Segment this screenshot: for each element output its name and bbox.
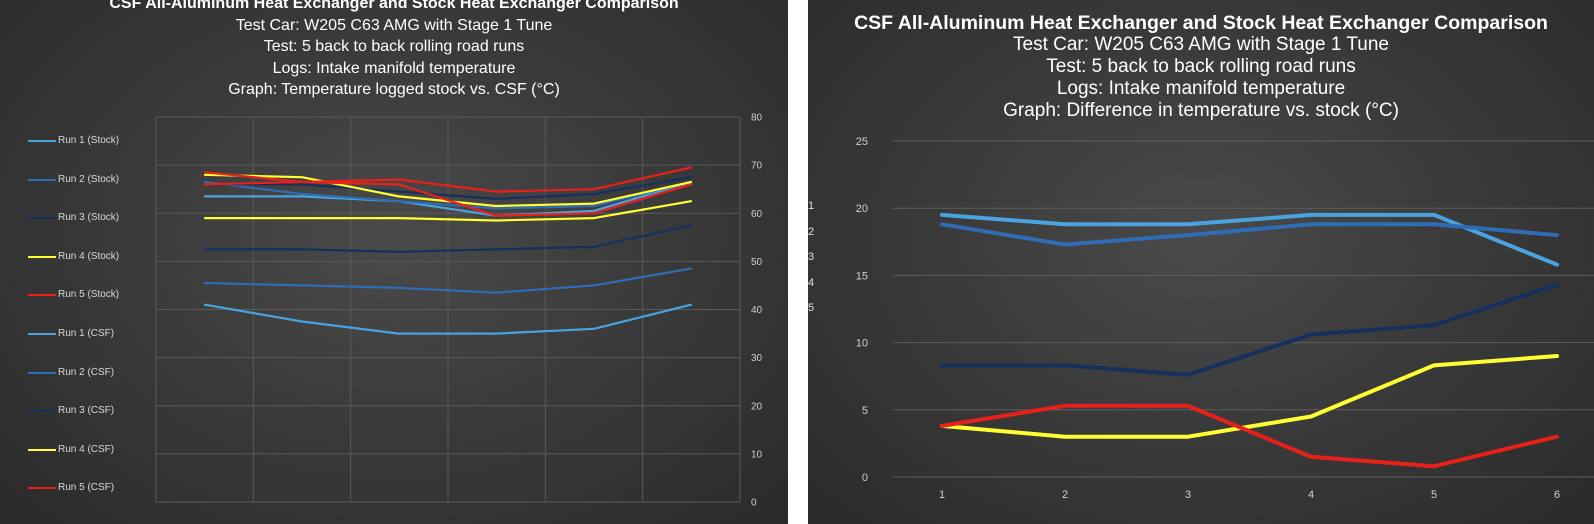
right-y-tick-label: 10	[856, 338, 868, 350]
legend-swatch	[28, 371, 56, 374]
legend-swatch	[28, 255, 56, 258]
legend-item-run-2-stock: Run 2 (Stock)	[28, 170, 119, 209]
left-y-tick-label: 50	[751, 257, 763, 268]
left-chart-subtitle-logs: Logs: Intake manifold temperature	[272, 59, 516, 77]
legend-label: Run 4 (Stock)	[58, 250, 120, 262]
legend-swatch	[28, 178, 56, 181]
left-series-line-run-5-stock	[203, 171, 693, 217]
clipped-legend-label: 4	[808, 276, 815, 289]
legend-item-run-1-csf: Run 1 (CSF)	[28, 324, 119, 363]
right-chart-subtitle-graph: Graph: Difference in temperature vs. sto…	[1003, 100, 1399, 121]
left-series-line-run-3-csf	[203, 224, 693, 253]
right-y-tick-label: 25	[856, 136, 868, 148]
legend-item-run-4-stock: Run 4 (Stock)	[28, 247, 119, 286]
right-y-tick-label: 5	[862, 405, 868, 417]
left-y-tick-label: 40	[751, 305, 763, 316]
clipped-legend-label: 2	[808, 225, 815, 238]
legend-swatch	[28, 140, 56, 142]
legend-label: Run 1 (Stock)	[58, 135, 120, 146]
left-series-line-run-5-csf	[203, 166, 693, 193]
right-x-tick-label: 3	[1185, 489, 1191, 501]
left-series-line-run-2-csf	[203, 267, 693, 294]
left-series-line-run-1-csf	[203, 303, 693, 335]
legend-swatch	[28, 217, 56, 220]
right-y-tick-label: 20	[856, 203, 868, 215]
legend-label: Run 5 (Stock)	[58, 289, 120, 301]
right-x-tick-label: 5	[1431, 489, 1437, 501]
legend-swatch	[28, 448, 56, 451]
left-line-chart: 0 10 20 30 40 50 60 70 80	[155, 113, 763, 509]
legend-label: Run 5 (CSF)	[58, 482, 115, 494]
left-chart-title: CSF All-Aluminum Heat Exchanger and Stoc…	[109, 0, 679, 12]
right-series-line-run-2	[940, 222, 1559, 247]
right-series-line-run-5	[940, 403, 1559, 469]
left-chart-legend: Run 1 (Stock) Run 2 (Stock) Run 3 (Stock) R…	[28, 131, 119, 517]
left-chart-titles: CSF All-Aluminum Heat Exchanger and Stoc…	[0, 0, 788, 101]
legend-label: Run 3 (Stock)	[58, 212, 120, 224]
right-chart-titles: CSF All-Aluminum Heat Exchanger and Stoc…	[808, 12, 1594, 122]
legend-label: Run 2 (Stock)	[58, 173, 120, 185]
right-x-tick-label: 1	[939, 489, 945, 501]
right-chart-subtitle-test: Test: 5 back to back rolling road runs	[1046, 56, 1356, 77]
legend-label: Run 1 (CSF)	[58, 327, 115, 339]
legend-label: Run 3 (CSF)	[58, 405, 115, 417]
clipped-legend-label: 1	[808, 200, 815, 212]
left-chart-panel: CSF All-Aluminum Heat Exchanger and Stoc…	[0, 0, 788, 524]
right-line-chart: 0 5 10 15 20 25 1 2 3 4 5 6	[856, 136, 1594, 501]
legend-swatch	[28, 294, 56, 297]
right-chart-subtitle-logs: Logs: Intake manifold temperature	[1056, 78, 1346, 99]
left-y-tick-label: 30	[751, 353, 763, 364]
left-chart-subtitle-test: Test: 5 back to back rolling road runs	[263, 38, 525, 55]
legend-item-run-3-csf: Run 3 (CSF)	[28, 401, 119, 440]
legend-label: Run 2 (CSF)	[58, 366, 115, 378]
left-series-line-run-4-csf	[203, 200, 693, 222]
right-series-line-run-3	[940, 282, 1559, 377]
right-x-tick-label: 2	[1062, 489, 1068, 501]
left-chart-subtitle-graph: Graph: Temperature logged stock vs. CSF …	[228, 81, 560, 98]
right-y-tick-label: 15	[856, 270, 868, 282]
right-x-tick-label: 6	[1554, 489, 1560, 501]
left-series-line-run-3-stock	[203, 176, 693, 200]
clipped-legend-label: 3	[808, 251, 815, 263]
left-y-tick-label: 10	[751, 449, 763, 460]
left-y-tick-label: 60	[751, 209, 763, 220]
legend-item-run-5-stock: Run 5 (Stock)	[28, 285, 119, 324]
clipped-legend-label: 5	[808, 302, 815, 314]
legend-swatch	[28, 487, 56, 490]
legend-item-run-2-csf: Run 2 (CSF)	[28, 363, 119, 402]
legend-swatch	[28, 410, 56, 413]
left-y-tick-label: 70	[751, 161, 763, 172]
legend-swatch	[28, 332, 56, 335]
right-chart-panel: CSF All-Aluminum Heat Exchanger and Stoc…	[808, 0, 1594, 524]
legend-item-run-4-csf: Run 4 (CSF)	[28, 440, 119, 479]
legend-item-run-5-csf: Run 5 (CSF)	[28, 478, 119, 517]
left-y-tick-label: 0	[751, 498, 757, 509]
left-chart-subtitle-car: Test Car: W205 C63 AMG with Stage 1 Tune	[235, 16, 553, 34]
right-chart-subtitle-car: Test Car: W205 C63 AMG with Stage 1 Tune	[1013, 34, 1389, 55]
right-y-tick-label: 0	[862, 472, 868, 484]
clipped-legend-labels: 1 2 3 4 5	[808, 194, 814, 322]
legend-item-run-1-stock: Run 1 (Stock)	[28, 131, 119, 170]
left-series-line-run-1-stock	[203, 180, 693, 217]
left-y-tick-label: 80	[751, 113, 763, 124]
right-series-line-run-1	[940, 212, 1559, 267]
left-y-tick-label: 20	[751, 401, 763, 412]
legend-label: Run 4 (CSF)	[58, 443, 115, 455]
right-x-tick-label: 4	[1308, 489, 1314, 501]
left-series-line-run-2-stock	[203, 180, 693, 210]
legend-item-run-3-stock: Run 3 (Stock)	[28, 208, 119, 247]
right-chart-title: CSF All-Aluminum Heat Exchanger and Stoc…	[854, 12, 1548, 34]
right-series-line-run-4	[940, 354, 1559, 439]
